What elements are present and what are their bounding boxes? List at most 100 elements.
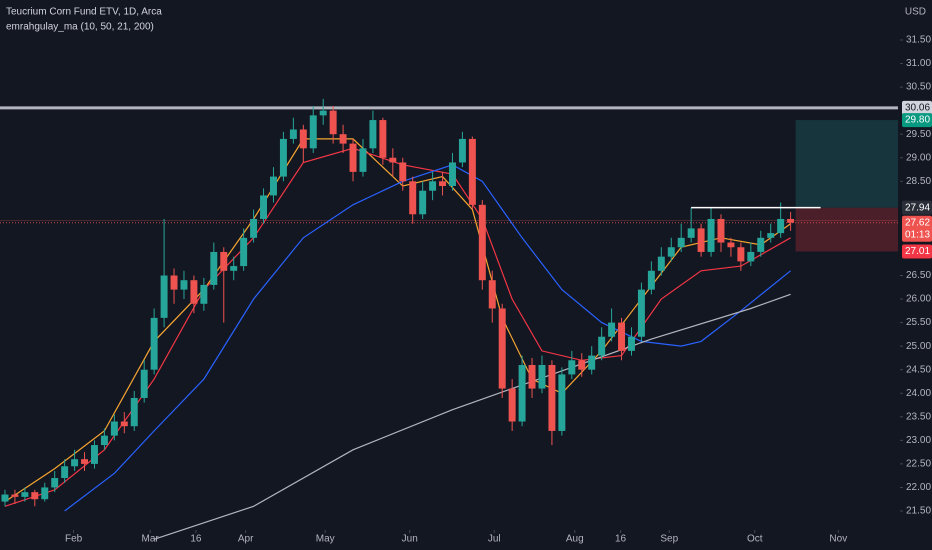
y-tick-label: 21.50 (906, 506, 931, 517)
x-tick-label: Nov (829, 534, 847, 545)
candle-body (51, 478, 59, 488)
x-tick-label: 16 (615, 534, 627, 545)
candle-body (100, 435, 108, 446)
target-label-box (902, 113, 932, 128)
candle-body (399, 162, 407, 182)
candle-body (637, 289, 645, 337)
stop-zone (795, 207, 898, 252)
target-label: 29.80 (905, 115, 930, 126)
candle-body (230, 266, 238, 271)
candle-body (697, 228, 705, 252)
chart-title: Teucrium Corn Fund ETV, 1D, Arca (6, 7, 162, 18)
candle-body (389, 157, 397, 163)
level-label: 30.06 (905, 102, 930, 113)
candle-body (120, 421, 128, 427)
y-tick-label: 25.00 (906, 341, 931, 352)
candle-body (110, 421, 118, 436)
y-tick-label: 30.50 (906, 82, 931, 93)
x-tick-label: Aug (566, 534, 584, 545)
candle-body (140, 369, 148, 398)
y-tick-label: 24.50 (906, 364, 931, 375)
indicator-legend: emrahgulay_ma (10, 50, 21, 200) (6, 22, 154, 33)
candle-body (767, 233, 775, 238)
entry-label-box (902, 200, 932, 215)
candle-body (657, 256, 665, 271)
candle-body (339, 134, 347, 144)
candle-body (647, 270, 655, 290)
candle-body (41, 487, 49, 500)
candle-body (518, 364, 526, 422)
candle-body (588, 355, 596, 370)
candle-body (777, 218, 785, 234)
candle-body (628, 336, 635, 351)
candle-body (250, 218, 258, 238)
x-tick-label: Sep (660, 534, 678, 545)
candle-body (220, 251, 228, 271)
countdown-label: 01:13 (905, 229, 930, 240)
plot-area (0, 98, 898, 540)
candle-body (568, 360, 576, 375)
last-price-label: 27.62 (905, 217, 930, 228)
candle-body (329, 110, 337, 135)
candle-body (449, 162, 456, 187)
candle-body (260, 195, 268, 219)
candle-body (478, 204, 486, 281)
candle-body (429, 181, 437, 191)
y-tick-label: 29.50 (906, 129, 931, 140)
y-tick-label: 31.00 (906, 58, 931, 69)
candle-body (618, 322, 626, 351)
last-price-box (902, 215, 932, 242)
candle-body (458, 138, 466, 163)
candle-body (608, 322, 616, 337)
candle-body (727, 242, 735, 248)
x-tick-label: Oct (747, 534, 763, 545)
candle-body (1, 494, 9, 502)
y-tick-label: 31.50 (906, 35, 931, 46)
candle-body (299, 129, 307, 149)
x-tick-label: Mar (142, 534, 160, 545)
moving-average (64, 164, 791, 512)
y-tick-label: 24.00 (906, 388, 931, 399)
candle-body (160, 275, 168, 318)
x-tick-label: Apr (238, 534, 254, 545)
candle-body (717, 218, 725, 243)
x-tick-label: Jun (402, 534, 418, 545)
candle-body (558, 374, 566, 431)
candle-body (677, 237, 685, 248)
stop-label: 27.01 (905, 246, 930, 257)
candle-body (359, 148, 367, 172)
candle-body (687, 228, 695, 238)
candle-body (439, 181, 447, 187)
x-tick-label: Jul (488, 534, 501, 545)
candle-body (190, 280, 198, 304)
candle-body (498, 308, 506, 389)
candle-body (419, 190, 427, 215)
y-tick-label: 22.00 (906, 482, 931, 493)
entry-label: 27.94 (905, 202, 930, 213)
candle-body (31, 492, 39, 500)
y-tick-label: 23.50 (906, 411, 931, 422)
y-tick-label: 23.00 (906, 435, 931, 446)
candle-body (210, 251, 218, 285)
y-tick-label: 28.50 (906, 176, 931, 187)
currency-label: USD (905, 7, 926, 18)
candle-body (409, 181, 417, 215)
candle-body (667, 247, 675, 257)
candle-body (707, 218, 715, 252)
candle-body (81, 459, 89, 464)
x-tick-label: 16 (190, 534, 202, 545)
stop-label-box (902, 244, 932, 259)
candle-body (71, 459, 79, 467)
candle-body (598, 336, 606, 356)
candle-body (578, 360, 586, 370)
y-tick-label: 26.00 (906, 294, 931, 305)
candle-body (309, 115, 317, 149)
candle-body (319, 110, 327, 116)
candle-body (747, 251, 755, 262)
y-tick-label: 26.50 (906, 270, 931, 281)
x-tick-label: May (316, 534, 335, 545)
candle-body (279, 138, 287, 177)
